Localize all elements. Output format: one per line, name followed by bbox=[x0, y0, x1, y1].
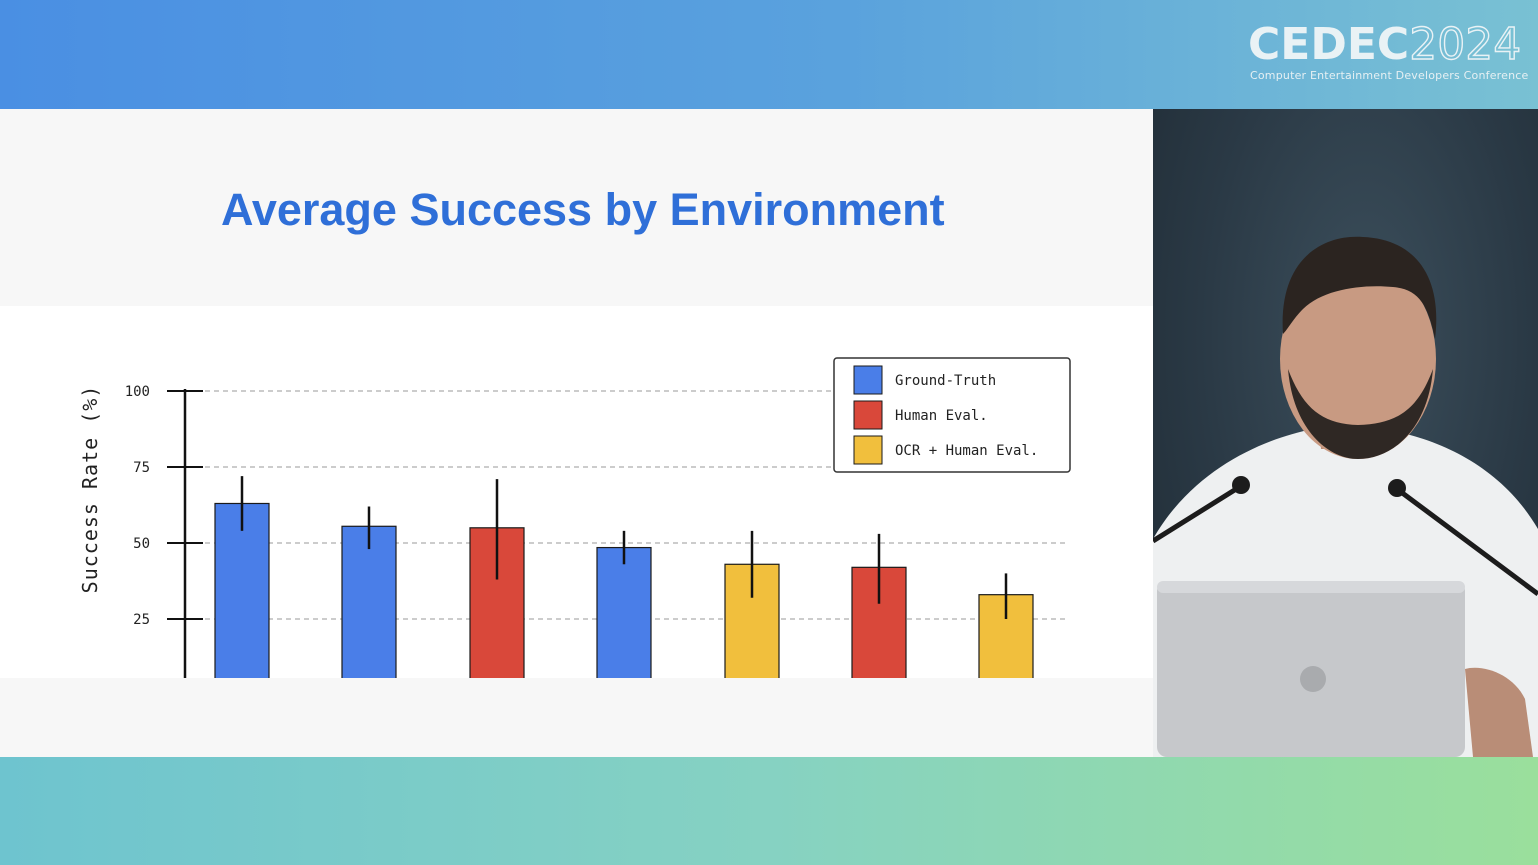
legend-label: OCR + Human Eval. bbox=[895, 443, 1038, 459]
speaker-video bbox=[1153, 109, 1538, 757]
legend-label: Ground-Truth bbox=[895, 373, 996, 389]
y-tick-label: 25 bbox=[133, 612, 150, 628]
speaker-hand bbox=[1465, 667, 1533, 757]
logo-subtitle: Computer Entertainment Developers Confer… bbox=[1250, 69, 1529, 82]
laptop-logo-icon bbox=[1300, 666, 1326, 692]
legend-box bbox=[833, 357, 1071, 473]
cedec-logo: CEDEC2024 Computer Entertainment Develop… bbox=[1246, 19, 1528, 86]
bar-chart: 0255075100Success Rate (%)EnvironmentPla… bbox=[78, 357, 1071, 678]
y-axis-label: Success Rate (%) bbox=[78, 385, 102, 594]
bar bbox=[341, 525, 397, 678]
bar bbox=[596, 546, 652, 678]
slide-title: Average Success by Environment bbox=[221, 184, 945, 235]
chart-panel: 0255075100Success Rate (%)EnvironmentPla… bbox=[0, 306, 1153, 678]
microphone-left bbox=[1153, 483, 1243, 544]
legend-label: Human Eval. bbox=[895, 408, 988, 424]
speaker-beard bbox=[1288, 369, 1433, 459]
y-tick-label: 75 bbox=[133, 460, 150, 476]
microphone-right bbox=[1395, 486, 1538, 597]
legend-swatch bbox=[853, 400, 883, 430]
speaker-hair bbox=[1282, 236, 1437, 339]
speaker-illustration bbox=[1153, 236, 1538, 757]
legend-swatch bbox=[853, 435, 883, 465]
legend-swatch bbox=[853, 365, 883, 395]
logo-year: 2024 bbox=[1409, 19, 1522, 70]
top-banner bbox=[0, 0, 1538, 109]
bottom-banner bbox=[0, 757, 1538, 865]
bar bbox=[214, 502, 270, 678]
logo-wordmark: CEDEC2024 bbox=[1248, 19, 1522, 70]
presentation-slide: Average Success by Environment 025507510… bbox=[0, 109, 1153, 757]
y-tick-label: 50 bbox=[133, 536, 150, 552]
speaker-head bbox=[1280, 259, 1436, 459]
y-tick-label: 100 bbox=[125, 384, 150, 400]
logo-name: CEDEC bbox=[1248, 19, 1410, 70]
